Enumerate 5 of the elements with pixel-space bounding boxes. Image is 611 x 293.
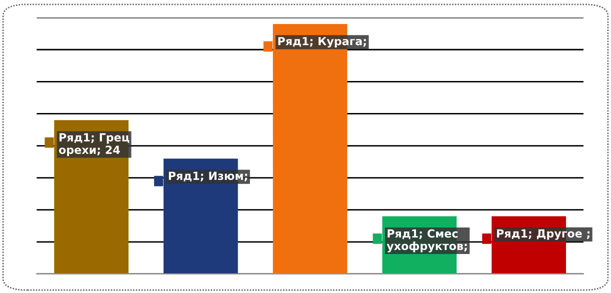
data-label: Ряд1; Курага; — [278, 37, 366, 48]
data-label: Ряд1; Изюм; — [168, 172, 248, 182]
data-label: Ряд1; Другое ; — [497, 229, 590, 240]
data-label: Ряд1; Смес ухофруктов; — [386, 229, 467, 252]
data-label: Ряд1; Грец орехи; 24 — [59, 133, 130, 156]
